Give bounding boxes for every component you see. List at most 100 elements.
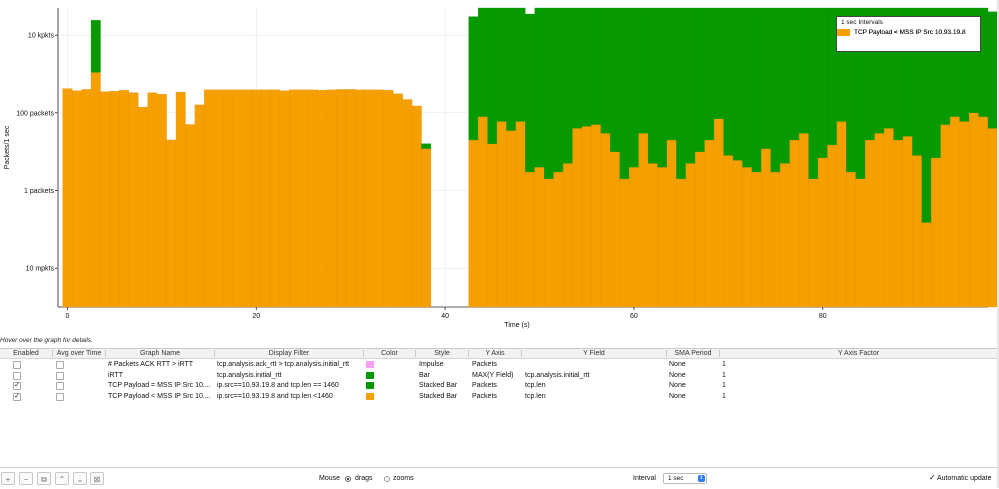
interval-select[interactable]: 1 sec ⇕: [663, 473, 707, 484]
bar-payload-lt-mss[interactable]: [185, 124, 196, 308]
y-axis-factor-cell[interactable]: 1: [722, 361, 726, 368]
bar-payload-lt-mss[interactable]: [72, 90, 82, 308]
bar-payload-lt-mss[interactable]: [336, 89, 347, 308]
bar-payload-lt-mss[interactable]: [657, 166, 668, 308]
bar-payload-eq-mss[interactable]: [714, 7, 724, 119]
bar-payload-lt-mss[interactable]: [676, 178, 687, 308]
io-graph-plot[interactable]: 10 kpkts 100 packets 1 packets 10 mpkts 0 20 4…: [0, 0, 999, 335]
bar-payload-lt-mss[interactable]: [468, 139, 479, 308]
bar-payload-lt-mss[interactable]: [364, 89, 375, 308]
style-cell[interactable]: Stacked Bar: [419, 392, 458, 400]
graph-name-cell[interactable]: TCP Payload < MSS IP Src 10....: [108, 392, 211, 400]
bar-payload-lt-mss[interactable]: [553, 171, 564, 308]
col-enabled[interactable]: Enabled: [13, 350, 39, 357]
col-sma-period[interactable]: SMA Period: [674, 350, 712, 357]
bar-payload-lt-mss[interactable]: [732, 160, 743, 308]
bar-payload-lt-mss[interactable]: [940, 124, 951, 308]
bar-payload-eq-mss[interactable]: [572, 7, 583, 129]
col-style[interactable]: Style: [434, 350, 450, 357]
bar-payload-lt-mss[interactable]: [534, 166, 545, 308]
bar-payload-lt-mss[interactable]: [81, 89, 92, 308]
bar-payload-lt-mss[interactable]: [912, 155, 923, 308]
bar-payload-lt-mss[interactable]: [968, 112, 979, 308]
bar-payload-lt-mss[interactable]: [685, 163, 696, 308]
y-axis-cell[interactable]: MAX(Y Field): [472, 371, 514, 379]
bar-payload-lt-mss[interactable]: [789, 139, 800, 308]
bar-payload-lt-mss[interactable]: [846, 171, 856, 308]
move-up-button[interactable]: ⌃: [55, 472, 69, 485]
bar-payload-lt-mss[interactable]: [742, 166, 753, 308]
bar-payload-eq-mss[interactable]: [496, 7, 507, 122]
bar-payload-lt-mss[interactable]: [666, 139, 677, 308]
y-axis-cell[interactable]: Packets: [472, 361, 497, 368]
col-display-filter[interactable]: Display Filter: [268, 350, 310, 357]
col-avg-over-time[interactable]: Avg over Time: [56, 350, 102, 357]
col-y-axis-factor[interactable]: Y Axis Factor: [837, 350, 880, 357]
bar-payload-lt-mss[interactable]: [260, 89, 271, 308]
bar-payload-lt-mss[interactable]: [525, 171, 535, 308]
bar-payload-eq-mss[interactable]: [799, 7, 809, 134]
bar-payload-eq-mss[interactable]: [647, 7, 658, 164]
bar-payload-lt-mss[interactable]: [487, 143, 498, 308]
bar-payload-eq-mss[interactable]: [770, 7, 781, 173]
bar-payload-lt-mss[interactable]: [931, 157, 941, 308]
bar-payload-lt-mss[interactable]: [109, 91, 120, 308]
bar-payload-lt-mss[interactable]: [308, 89, 318, 308]
bar-payload-lt-mss[interactable]: [421, 148, 432, 308]
copy-graph-button[interactable]: ⧉: [37, 472, 51, 485]
y-axis-factor-cell[interactable]: 1: [722, 382, 726, 389]
bar-payload-eq-mss[interactable]: [685, 7, 696, 164]
bar-payload-lt-mss[interactable]: [279, 90, 290, 308]
bar-payload-lt-mss[interactable]: [921, 222, 932, 308]
bar-payload-eq-mss[interactable]: [553, 7, 564, 173]
bar-payload-lt-mss[interactable]: [175, 92, 186, 308]
y-axis-factor-cell[interactable]: 1: [722, 371, 726, 379]
bar-payload-lt-mss[interactable]: [317, 90, 328, 308]
y-field-cell[interactable]: tcp.analysis.initial_rtt: [525, 371, 590, 379]
style-cell[interactable]: Bar: [419, 371, 430, 379]
bar-payload-eq-mss[interactable]: [742, 7, 753, 168]
bar-payload-eq-mss[interactable]: [487, 7, 498, 144]
drags-label[interactable]: drags: [355, 475, 373, 482]
bar-payload-eq-mss[interactable]: [600, 7, 611, 134]
bar-payload-lt-mss[interactable]: [865, 139, 875, 308]
bar-payload-eq-mss[interactable]: [619, 7, 630, 179]
bar-payload-eq-mss[interactable]: [695, 7, 705, 152]
bar-payload-lt-mss[interactable]: [591, 124, 602, 308]
bar-payload-lt-mss[interactable]: [383, 90, 394, 308]
bar-payload-lt-mss[interactable]: [874, 132, 885, 308]
bar-payload-eq-mss[interactable]: [657, 7, 668, 168]
bar-payload-eq-mss[interactable]: [751, 7, 762, 173]
bar-payload-lt-mss[interactable]: [562, 163, 573, 308]
bar-payload-lt-mss[interactable]: [194, 104, 205, 308]
bar-payload-lt-mss[interactable]: [808, 178, 819, 308]
bar-payload-lt-mss[interactable]: [156, 94, 167, 308]
bar-payload-lt-mss[interactable]: [241, 89, 252, 308]
display-filter-cell[interactable]: ip.src==10.93.19.8 and tcp.len == 1460: [217, 382, 339, 389]
bar-payload-eq-mss[interactable]: [761, 7, 771, 149]
bar-payload-lt-mss[interactable]: [223, 89, 233, 308]
display-filter-cell[interactable]: tcp.analysis.initial_rtt: [217, 371, 282, 379]
bar-payload-lt-mss[interactable]: [251, 89, 262, 308]
display-filter-cell[interactable]: tcp.analysis.ack_rtt > tcp.analysis.init…: [217, 361, 350, 368]
style-cell[interactable]: Stacked Bar: [419, 382, 458, 389]
y-axis-cell[interactable]: Packets: [472, 392, 497, 400]
bar-payload-eq-mss[interactable]: [676, 7, 687, 179]
bar-payload-eq-mss[interactable]: [478, 7, 488, 117]
bar-payload-lt-mss[interactable]: [647, 163, 658, 308]
enabled-checkbox[interactable]: [13, 371, 21, 380]
bar-payload-eq-mss[interactable]: [666, 7, 677, 141]
color-swatch[interactable]: [366, 382, 374, 389]
enabled-checkbox[interactable]: [13, 361, 21, 369]
bar-payload-lt-mss[interactable]: [166, 139, 177, 308]
bar-payload-eq-mss[interactable]: [610, 7, 620, 152]
bar-payload-eq-mss[interactable]: [817, 7, 828, 158]
automatic-update-label[interactable]: Automatic update: [937, 475, 992, 482]
bar-payload-lt-mss[interactable]: [374, 89, 384, 308]
sma-period-cell[interactable]: None: [669, 361, 686, 368]
bar-payload-eq-mss[interactable]: [506, 7, 517, 131]
checkmark-icon[interactable]: ✓: [929, 473, 936, 482]
y-axis-cell[interactable]: Packets: [472, 382, 497, 389]
bar-payload-eq-mss[interactable]: [638, 7, 649, 134]
avg-over-time-checkbox[interactable]: [56, 392, 64, 401]
